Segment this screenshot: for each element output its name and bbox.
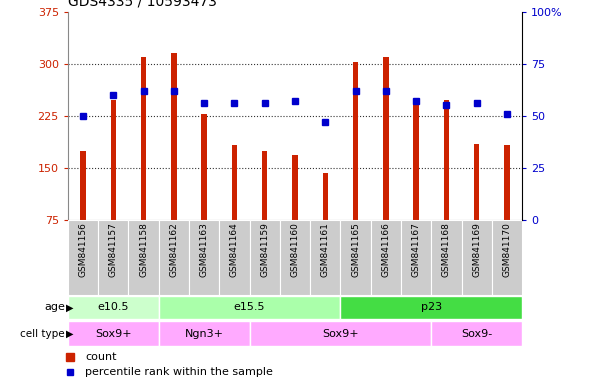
Text: age: age	[44, 302, 65, 313]
Text: GSM841170: GSM841170	[503, 222, 512, 277]
Bar	[171, 53, 176, 220]
Text: count: count	[85, 352, 117, 362]
Bar	[310, 220, 340, 295]
Bar	[431, 220, 461, 295]
Bar	[80, 151, 86, 220]
Text: GSM841162: GSM841162	[169, 222, 178, 277]
Bar	[129, 220, 159, 295]
Bar	[68, 296, 159, 319]
Bar	[189, 220, 219, 295]
Text: e10.5: e10.5	[97, 302, 129, 313]
Bar	[159, 220, 189, 295]
Bar	[110, 100, 116, 220]
Text: GSM841160: GSM841160	[290, 222, 300, 277]
Text: p23: p23	[421, 302, 442, 313]
Bar	[492, 220, 522, 295]
Bar	[232, 145, 237, 220]
Bar	[414, 100, 419, 220]
Text: GSM841168: GSM841168	[442, 222, 451, 277]
Text: Sox9-: Sox9-	[461, 329, 492, 339]
Bar	[353, 61, 358, 220]
Text: percentile rank within the sample: percentile rank within the sample	[85, 367, 273, 377]
Bar	[340, 220, 371, 295]
Bar	[340, 296, 522, 319]
Bar	[219, 220, 250, 295]
Text: cell type: cell type	[20, 329, 65, 339]
Text: GSM841164: GSM841164	[230, 222, 239, 277]
Bar	[461, 220, 492, 295]
Text: GSM841161: GSM841161	[321, 222, 330, 277]
Text: e15.5: e15.5	[234, 302, 266, 313]
Bar	[444, 100, 449, 220]
Bar	[323, 173, 328, 220]
Text: GSM841156: GSM841156	[78, 222, 87, 277]
Bar	[250, 220, 280, 295]
Text: GSM841158: GSM841158	[139, 222, 148, 277]
Text: GDS4335 / 10593473: GDS4335 / 10593473	[68, 0, 217, 9]
Text: GSM841157: GSM841157	[109, 222, 118, 277]
Text: ▶: ▶	[66, 329, 74, 339]
Text: GSM841169: GSM841169	[472, 222, 481, 277]
Bar	[141, 57, 146, 220]
Text: ▶: ▶	[66, 302, 74, 313]
Bar	[159, 321, 250, 346]
Bar	[280, 220, 310, 295]
Bar	[68, 220, 98, 295]
Text: GSM841159: GSM841159	[260, 222, 269, 277]
Text: Ngn3+: Ngn3+	[185, 329, 224, 339]
Bar	[292, 156, 298, 220]
Bar	[262, 151, 267, 220]
Bar	[383, 57, 389, 220]
Bar	[68, 321, 159, 346]
Bar	[250, 321, 431, 346]
Text: GSM841165: GSM841165	[351, 222, 360, 277]
Bar	[201, 114, 207, 220]
Text: GSM841163: GSM841163	[199, 222, 209, 277]
Bar	[159, 296, 340, 319]
Bar	[98, 220, 129, 295]
Text: GSM841167: GSM841167	[412, 222, 421, 277]
Bar	[401, 220, 431, 295]
Bar	[371, 220, 401, 295]
Text: Sox9+: Sox9+	[322, 329, 359, 339]
Bar	[431, 321, 522, 346]
Text: GSM841166: GSM841166	[381, 222, 391, 277]
Bar	[474, 144, 480, 220]
Text: Sox9+: Sox9+	[95, 329, 132, 339]
Bar	[504, 145, 510, 220]
